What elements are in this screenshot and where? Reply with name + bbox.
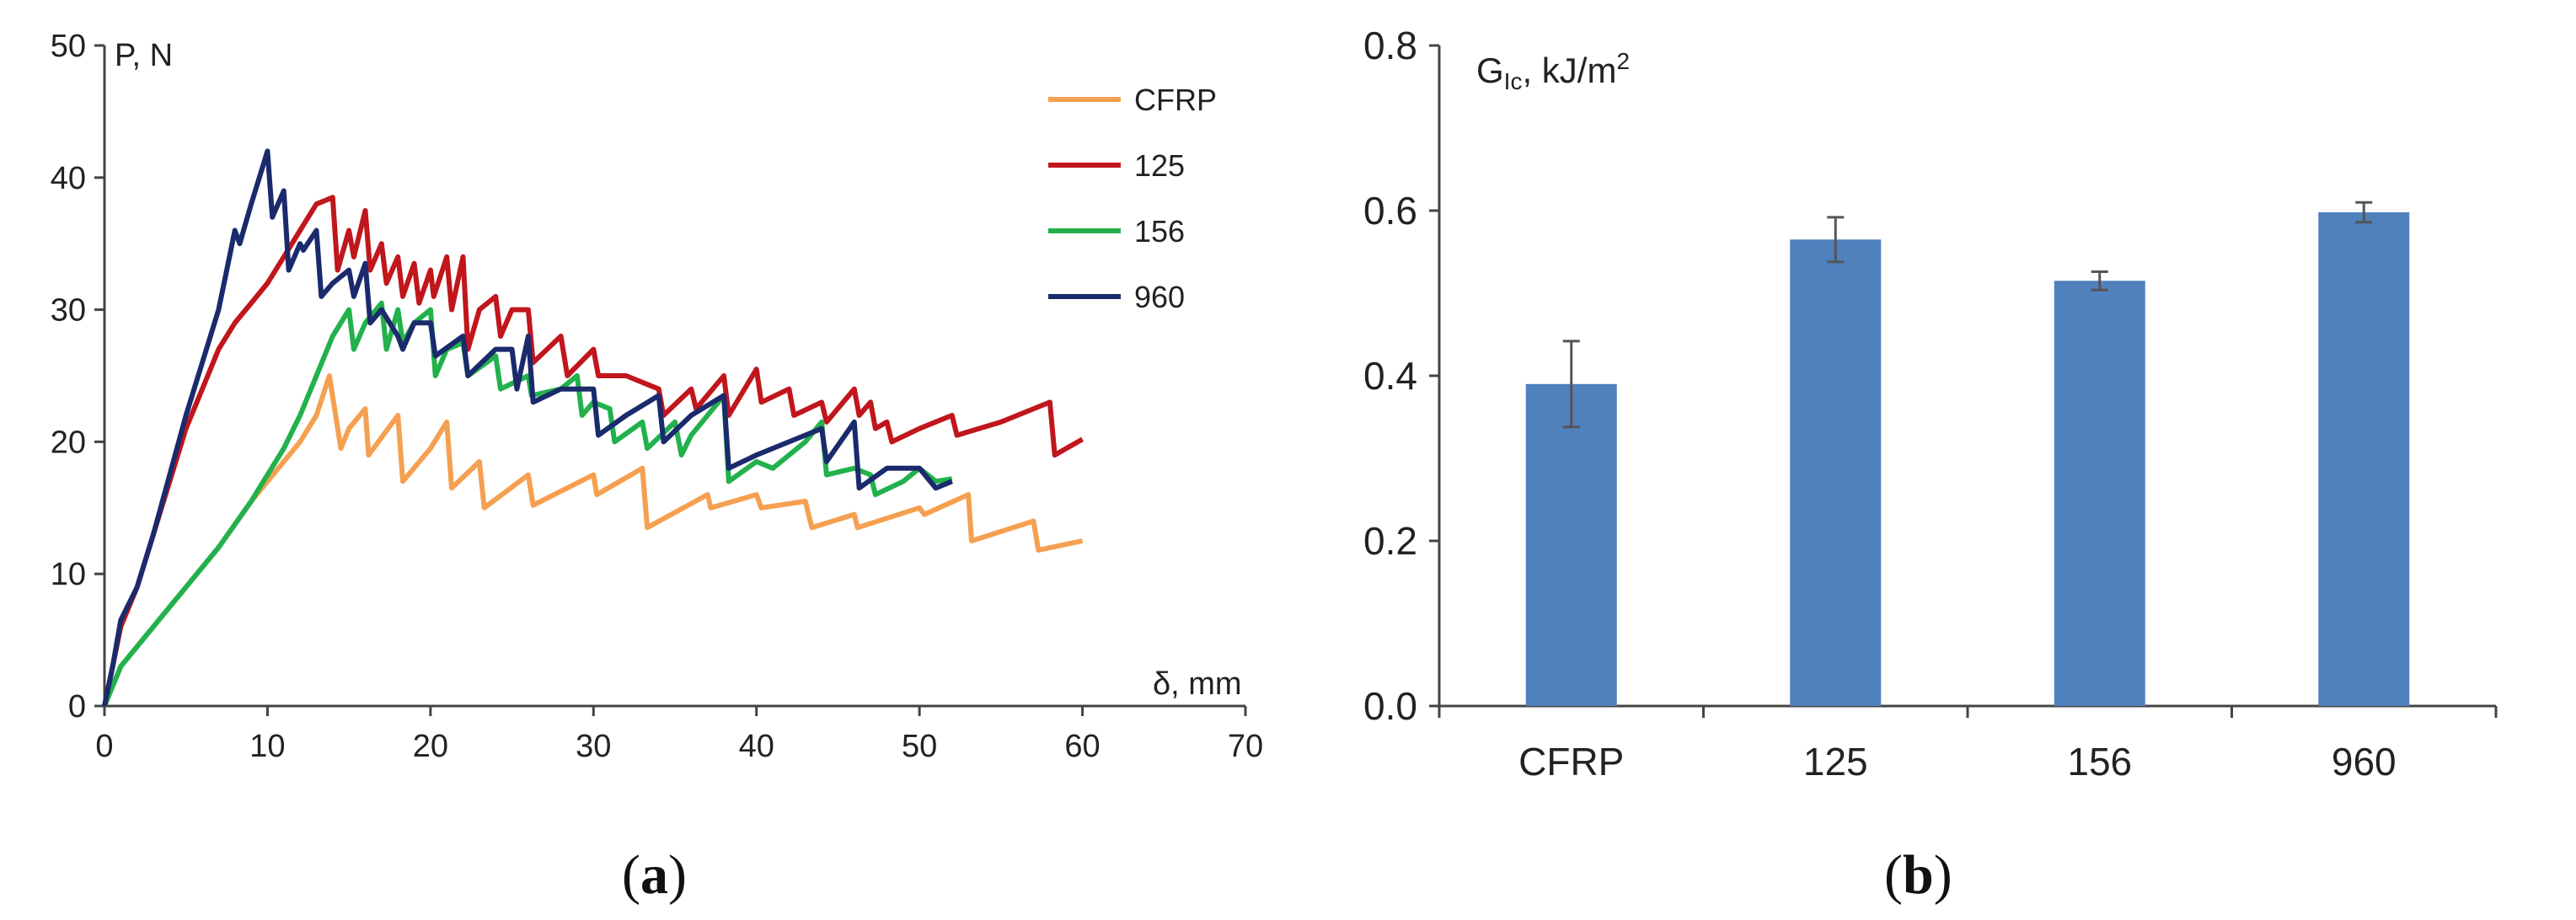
panel-a-series [102, 148, 1084, 708]
panel-b-ticks: 0.0 0.2 0.4 0.6 0.8 [1363, 24, 2498, 728]
panel-b-bar-chart: 0.0 0.2 0.4 0.6 0.8 CFRP 125 156 960 GIc, kJ/m2… [1363, 24, 2498, 906]
x-axis-label: δ, mm [1153, 666, 1242, 702]
bar-cfrp [1525, 383, 1617, 706]
y-tick-label: 50 [51, 29, 86, 64]
x-tick-label: 0 [95, 729, 113, 764]
y-axis-label-b: GIc, kJ/m2 [1476, 48, 1630, 94]
x-tick-label: 70 [1228, 729, 1263, 764]
y-axis-label: P, N [115, 38, 173, 73]
category-label-125: 125 [1803, 740, 1868, 784]
panel-b-bars: CFRP 125 156 960 [1518, 201, 2410, 784]
panel-a-line-chart: 0 10 20 30 40 50 0 10 20 30 40 50 60 70 P, N δ, mm CF… [51, 29, 1263, 906]
y-tick-label-b: 0.2 [1363, 519, 1417, 563]
y-tick-label: 30 [51, 293, 86, 329]
legend-label-cfrp: CFRP [1134, 83, 1217, 117]
panel-a-ticks: 0 10 20 30 40 50 0 10 20 30 40 50 60 70 [51, 29, 1263, 764]
y-tick-label: 10 [51, 557, 86, 592]
x-tick-label: 40 [739, 729, 774, 764]
legend: CFRP 125 156 960 [1048, 83, 1217, 314]
y-tick-label-b: 0.0 [1363, 684, 1417, 728]
x-tick-label: 50 [902, 729, 937, 764]
y-tick-label: 20 [51, 425, 86, 460]
error-bar-156 [2091, 270, 2108, 292]
series-line-cfrp [102, 373, 1084, 708]
bar-156 [2054, 281, 2145, 706]
y-tick-label: 0 [68, 689, 86, 725]
bar-960 [2318, 211, 2410, 706]
y-tick-label-b: 0.6 [1363, 189, 1417, 233]
legend-label-960: 960 [1134, 280, 1185, 314]
error-bar-960 [2355, 201, 2373, 224]
y-tick-label: 40 [51, 161, 86, 196]
caption-b: (b) [1884, 844, 1952, 906]
y-tick-label-b: 0.8 [1363, 24, 1417, 67]
series-line-960 [102, 148, 953, 707]
x-tick-label: 20 [413, 729, 448, 764]
category-label-cfrp: CFRP [1518, 740, 1624, 784]
error-bar-125 [1827, 216, 1845, 264]
category-label-960: 960 [2332, 740, 2397, 784]
x-tick-label: 10 [249, 729, 285, 764]
error-bar-cfrp [1562, 340, 1580, 429]
category-label-156: 156 [2067, 740, 2132, 784]
legend-label-156: 156 [1134, 214, 1185, 249]
legend-label-125: 125 [1134, 148, 1185, 183]
x-tick-label: 30 [576, 729, 611, 764]
y-tick-label-b: 0.4 [1363, 354, 1417, 398]
caption-a: (a) [622, 844, 687, 906]
x-tick-label: 60 [1064, 729, 1100, 764]
bar-125 [1790, 239, 1882, 706]
panel-a-axes [103, 45, 1245, 708]
series-line-125 [102, 195, 1084, 707]
